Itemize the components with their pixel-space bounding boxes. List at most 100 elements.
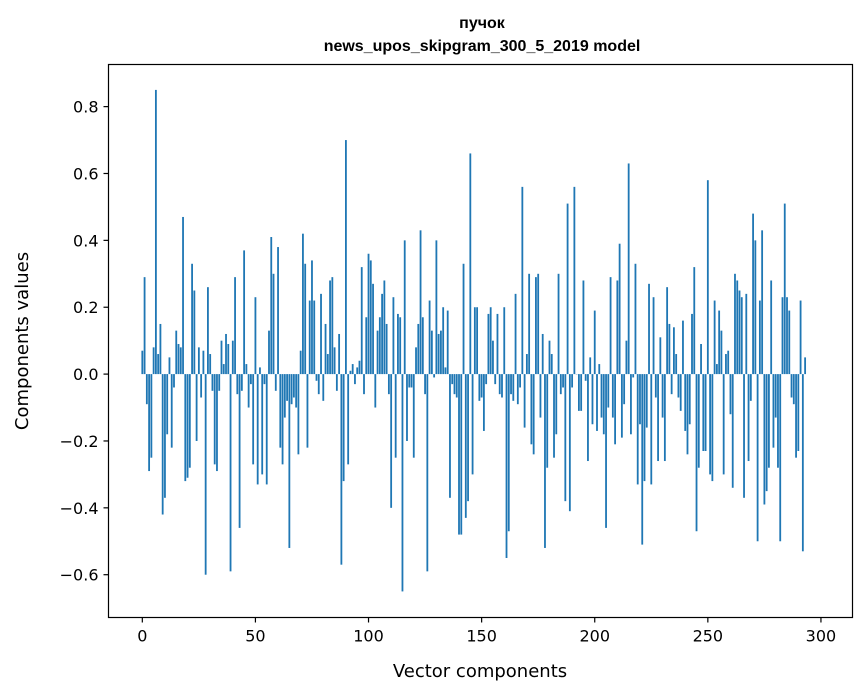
bar-158 — [498, 374, 501, 395]
bar-273 — [758, 300, 761, 375]
bar-102 — [372, 283, 374, 375]
bar-107 — [383, 280, 386, 375]
bar-5 — [152, 347, 155, 375]
bar-58 — [272, 273, 275, 375]
bar-157 — [496, 313, 499, 375]
bar-227 — [654, 374, 657, 398]
bar-93 — [351, 364, 354, 375]
bar-246 — [697, 374, 700, 468]
bar-216 — [630, 374, 632, 435]
bar-263 — [736, 280, 739, 375]
bar-187 — [564, 374, 567, 502]
bar-91 — [347, 374, 350, 465]
bar-268 — [747, 374, 750, 462]
bar-48 — [249, 374, 252, 385]
y-tick-label: 0.8 — [73, 98, 98, 117]
bar-220 — [639, 374, 641, 425]
bar-3 — [148, 374, 151, 472]
bar-257 — [722, 374, 725, 475]
bar-247 — [700, 344, 702, 375]
bar-214 — [625, 340, 628, 375]
bar-224 — [648, 283, 650, 375]
bar-292 — [801, 374, 804, 552]
bar-169 — [523, 374, 526, 428]
bar-115 — [401, 374, 404, 592]
bar-51 — [256, 374, 259, 485]
bar-78 — [317, 374, 320, 395]
bar-172 — [530, 374, 533, 445]
bar-189 — [568, 374, 571, 512]
bar-233 — [668, 323, 671, 375]
bar-270 — [752, 213, 754, 375]
bar-221 — [641, 374, 644, 545]
bar-85 — [333, 347, 336, 375]
bar-199 — [591, 374, 594, 425]
bar-127 — [428, 300, 431, 375]
bar-183 — [555, 374, 558, 435]
bar-196 — [584, 374, 587, 381]
x-tick-label: 200 — [579, 627, 610, 646]
bar-101 — [369, 260, 372, 375]
bar-103 — [374, 374, 377, 408]
bar-112 — [394, 374, 397, 458]
bar-286 — [788, 310, 791, 375]
bar-38 — [227, 344, 230, 375]
bar-24 — [195, 374, 198, 441]
x-axis-ticks: 0 50 100 150 200 250 300 — [137, 617, 836, 646]
bar-260 — [729, 374, 732, 415]
bar-109 — [387, 374, 390, 395]
bar-77 — [315, 374, 318, 381]
bar-140 — [458, 374, 460, 535]
bar-178 — [544, 374, 546, 548]
bar-66 — [290, 374, 293, 405]
bar-226 — [652, 297, 655, 375]
bar-95 — [356, 367, 359, 375]
bar-84 — [331, 277, 334, 375]
bar-71 — [302, 233, 304, 375]
bar-64 — [286, 374, 288, 401]
bar-149 — [478, 374, 481, 401]
chart-title: пучок — [459, 15, 506, 32]
bar-22 — [191, 263, 193, 375]
bar-19 — [184, 374, 187, 482]
bar-100 — [367, 253, 370, 375]
bar-237 — [677, 374, 680, 398]
bar-29 — [207, 287, 209, 375]
bar-67 — [292, 374, 295, 398]
bar-204 — [602, 374, 605, 435]
bar-177 — [541, 333, 544, 375]
bar-219 — [636, 374, 639, 485]
bar-245 — [695, 374, 698, 532]
bar-81 — [324, 323, 327, 375]
bar-193 — [577, 374, 580, 411]
bar-275 — [763, 374, 766, 505]
bar-2 — [145, 374, 148, 405]
bar-49 — [252, 374, 255, 465]
bar-223 — [645, 374, 648, 428]
bar-43 — [238, 374, 241, 528]
bar-251 — [709, 374, 712, 475]
bar-73 — [306, 374, 309, 448]
bar-170 — [525, 354, 528, 375]
bar-264 — [738, 290, 741, 375]
bar-174 — [535, 277, 537, 375]
bar-10 — [164, 374, 166, 498]
bar-210 — [616, 280, 619, 375]
bar-88 — [340, 374, 343, 565]
x-tick-label: 250 — [693, 627, 724, 646]
bar-160 — [503, 307, 506, 375]
bar-272 — [756, 374, 759, 542]
bar-239 — [682, 320, 684, 375]
bar-98 — [363, 374, 365, 395]
bar-185 — [559, 374, 562, 395]
bar-76 — [313, 300, 316, 375]
bar-186 — [562, 374, 564, 388]
bar-287 — [790, 374, 793, 398]
bar-69 — [297, 374, 300, 455]
bar-60 — [277, 247, 279, 375]
bar-126 — [426, 374, 429, 572]
bar-50 — [254, 297, 257, 375]
bar-234 — [670, 374, 673, 395]
bar-44 — [240, 374, 243, 391]
x-tick-label: 0 — [137, 627, 147, 646]
